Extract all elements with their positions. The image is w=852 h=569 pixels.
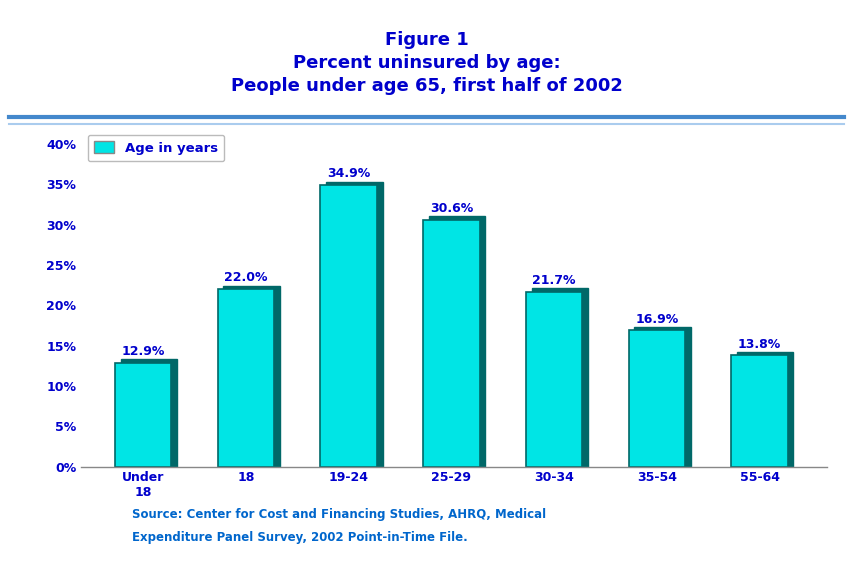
Text: 22.0%: 22.0% bbox=[224, 271, 268, 284]
Bar bbox=[423, 220, 479, 467]
Bar bbox=[115, 362, 171, 467]
Text: 21.7%: 21.7% bbox=[532, 274, 575, 287]
Text: 30.6%: 30.6% bbox=[429, 202, 473, 215]
Text: Expenditure Panel Survey, 2002 Point-in-Time File.: Expenditure Panel Survey, 2002 Point-in-… bbox=[132, 531, 468, 544]
Legend: Age in years: Age in years bbox=[88, 135, 224, 161]
Bar bbox=[531, 288, 587, 467]
Bar bbox=[526, 292, 582, 467]
Bar bbox=[325, 182, 382, 467]
Text: 34.9%: 34.9% bbox=[326, 167, 370, 180]
Text: Percent uninsured by age:: Percent uninsured by age: bbox=[292, 54, 560, 72]
Text: 13.8%: 13.8% bbox=[737, 337, 780, 351]
Text: Figure 1: Figure 1 bbox=[384, 31, 468, 50]
Bar bbox=[429, 216, 485, 467]
Bar bbox=[120, 359, 177, 467]
Bar bbox=[320, 185, 377, 467]
Bar bbox=[730, 355, 787, 467]
Text: Source: Center for Cost and Financing Studies, AHRQ, Medical: Source: Center for Cost and Financing St… bbox=[132, 509, 545, 521]
Bar bbox=[634, 327, 690, 467]
Bar bbox=[628, 331, 684, 467]
Bar bbox=[217, 289, 273, 467]
Bar bbox=[223, 286, 279, 467]
Text: 12.9%: 12.9% bbox=[121, 345, 164, 358]
Text: 16.9%: 16.9% bbox=[635, 312, 677, 325]
Bar bbox=[736, 352, 792, 467]
Text: People under age 65, first half of 2002: People under age 65, first half of 2002 bbox=[230, 77, 622, 95]
